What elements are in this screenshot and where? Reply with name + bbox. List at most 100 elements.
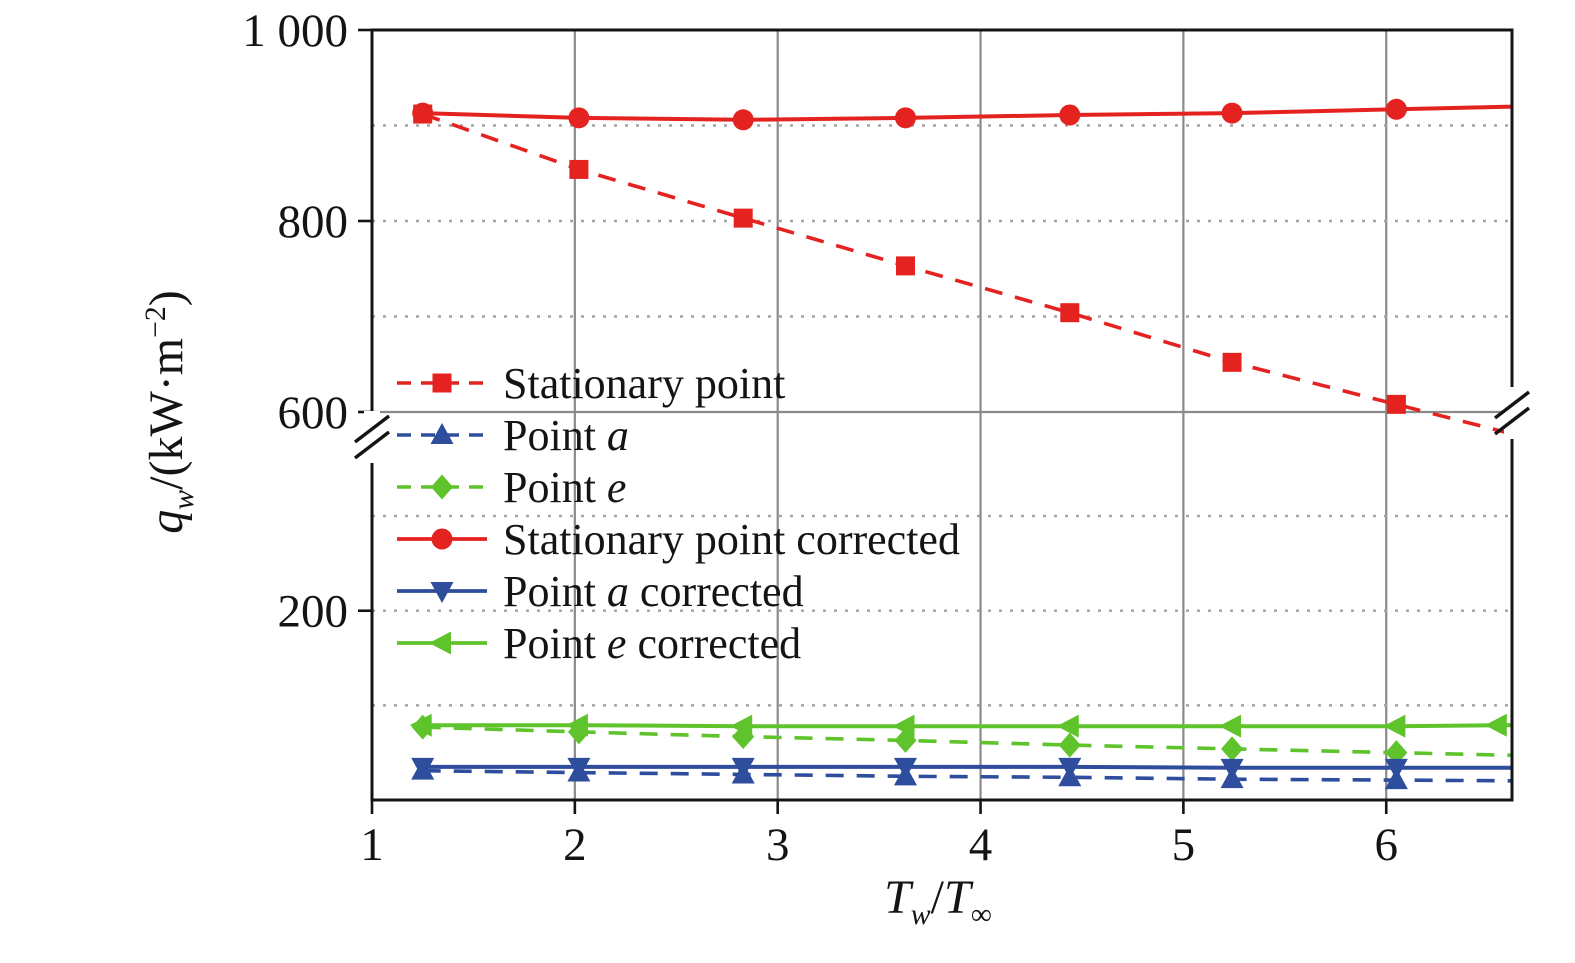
legend-item: Point e bbox=[394, 461, 960, 513]
marker-circle bbox=[732, 109, 754, 131]
legend-key bbox=[397, 582, 487, 603]
legend-label-text: Stationary point corrected bbox=[503, 514, 960, 564]
y-axis-break-left bbox=[353, 411, 391, 463]
chart-legend: Stationary point Point a Point e Stationary… bbox=[394, 357, 960, 669]
series-line bbox=[422, 768, 1512, 783]
marker-triangle-left bbox=[1056, 714, 1079, 738]
marker-circle bbox=[568, 107, 590, 129]
legend-label: Stationary point corrected bbox=[503, 514, 960, 565]
legend-label-text: Point bbox=[503, 566, 607, 616]
series-line bbox=[422, 725, 1512, 758]
marker-circle bbox=[1059, 104, 1081, 126]
x-axis-symbol2: T bbox=[943, 871, 971, 925]
legend-label-text: Point bbox=[503, 618, 607, 668]
marker-circle bbox=[894, 107, 916, 129]
x-axis-divider: / bbox=[930, 871, 944, 925]
x-axis-symbol2-subscript: ∞ bbox=[970, 897, 992, 931]
axis-ticks: 1 2 3 4 5 6 1 000 800 600 200 bbox=[242, 5, 1398, 871]
marker-diamond bbox=[431, 474, 453, 500]
marker-square bbox=[733, 208, 753, 228]
legend-item: Point a corrected bbox=[394, 565, 960, 617]
y-axis-label: qw/(kW·m−2) bbox=[139, 290, 201, 533]
marker-triangle-left bbox=[429, 631, 451, 655]
legend-label-symbol: a bbox=[606, 566, 629, 616]
series-point-e-corrected bbox=[409, 713, 1512, 738]
legend-label-text: Stationary point bbox=[503, 358, 786, 408]
legend-label: Point e bbox=[503, 462, 626, 513]
series-point-a-corrected bbox=[411, 757, 1512, 780]
marker-triangle-down bbox=[731, 757, 755, 779]
marker-square bbox=[1060, 303, 1080, 323]
legend-label: Point a bbox=[503, 410, 629, 461]
y-axis-units-exponent: −2 bbox=[139, 306, 173, 338]
marker-square bbox=[432, 373, 452, 393]
marker-triangle-left bbox=[409, 713, 432, 737]
series-stationary-point-corrected bbox=[412, 98, 1512, 131]
legend-label-symbol: e bbox=[606, 618, 627, 668]
y-axis-units-close: ) bbox=[140, 290, 194, 307]
marker-triangle-left bbox=[1219, 714, 1242, 738]
marker-triangle-down bbox=[1058, 757, 1082, 779]
marker-triangle-down bbox=[1220, 758, 1244, 780]
marker-triangle-left bbox=[892, 714, 915, 738]
marker-circle bbox=[1221, 102, 1243, 124]
legend-key bbox=[397, 423, 487, 444]
legend-item: Point a bbox=[394, 409, 960, 461]
y-axis-units: /(kW·m bbox=[140, 337, 194, 490]
y-axis-break-right bbox=[1493, 387, 1531, 439]
marker-triangle-up bbox=[430, 423, 454, 444]
legend-label: Point a corrected bbox=[503, 566, 804, 617]
legend-label-text: Point bbox=[503, 462, 607, 512]
marker-square bbox=[895, 256, 915, 276]
x-axis-symbol: T bbox=[884, 871, 911, 925]
marker-diamond bbox=[1058, 732, 1081, 758]
marker-square bbox=[1386, 394, 1406, 414]
x-tick-label: 6 bbox=[1374, 819, 1398, 871]
x-axis-label: Tw/T∞ bbox=[884, 870, 992, 932]
legend-key bbox=[397, 631, 487, 655]
marker-triangle-left bbox=[730, 714, 753, 738]
marker-triangle-left bbox=[1484, 713, 1507, 737]
marker-circle bbox=[412, 102, 434, 124]
legend-label: Point e corrected bbox=[503, 618, 801, 669]
marker-diamond bbox=[1221, 736, 1244, 762]
legend-label-text: corrected bbox=[628, 566, 804, 616]
legend-key bbox=[397, 474, 487, 500]
marker-triangle-left bbox=[565, 713, 588, 737]
x-tick-label: 5 bbox=[1172, 819, 1196, 871]
x-tick-label: 2 bbox=[563, 819, 587, 871]
marker-square bbox=[569, 159, 589, 179]
y-tick-label: 200 bbox=[278, 586, 349, 638]
marker-circle bbox=[431, 528, 453, 550]
legend-label: Stationary point bbox=[503, 358, 785, 409]
y-tick-label: 600 bbox=[278, 387, 349, 439]
x-tick-label: 3 bbox=[766, 819, 790, 871]
x-tick-label: 1 bbox=[360, 819, 384, 871]
y-axis-symbol: q bbox=[140, 509, 194, 534]
x-axis-symbol-subscript: w bbox=[910, 897, 931, 931]
marker-triangle-down bbox=[1384, 758, 1408, 780]
x-tick-label: 4 bbox=[969, 819, 993, 871]
legend-item: Point e corrected bbox=[394, 617, 960, 669]
marker-triangle-down bbox=[430, 582, 454, 603]
series-line bbox=[422, 112, 1512, 436]
legend-label-text: corrected bbox=[626, 618, 802, 668]
series-layer bbox=[409, 98, 1512, 790]
marker-triangle-left bbox=[1383, 714, 1406, 738]
marker-triangle-down bbox=[893, 757, 917, 779]
legend-label-symbol: e bbox=[606, 462, 627, 512]
y-axis-symbol-subscript: w bbox=[166, 489, 200, 510]
legend-key bbox=[397, 373, 487, 393]
marker-triangle-down bbox=[567, 757, 591, 779]
y-tick-label: 1 000 bbox=[242, 5, 348, 57]
legend-item: Stationary point bbox=[394, 357, 960, 409]
gridlines bbox=[372, 30, 1512, 800]
legend-label-text: Point bbox=[503, 410, 607, 460]
marker-square bbox=[1222, 352, 1242, 372]
legend-item: Stationary point corrected bbox=[394, 513, 960, 565]
marker-triangle-down bbox=[411, 757, 435, 779]
series-line bbox=[422, 104, 1512, 122]
legend-label-symbol: a bbox=[606, 410, 629, 460]
